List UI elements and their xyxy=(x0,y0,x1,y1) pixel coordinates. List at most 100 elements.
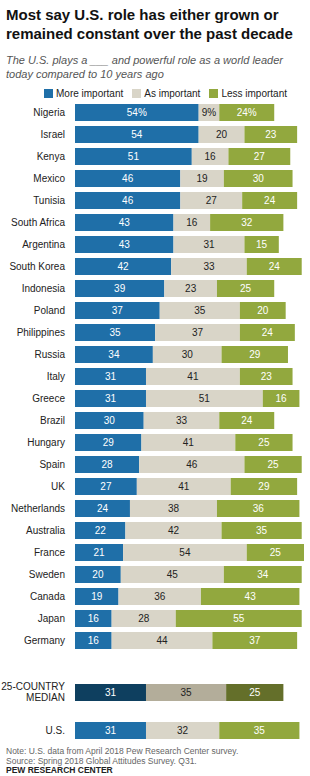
svg-text:29: 29 xyxy=(258,481,270,492)
svg-text:42: 42 xyxy=(118,261,130,272)
svg-text:23: 23 xyxy=(261,371,273,382)
svg-text:36: 36 xyxy=(253,503,265,514)
svg-text:Japan: Japan xyxy=(38,613,65,624)
svg-text:43: 43 xyxy=(119,217,131,228)
svg-text:Netherlands: Netherlands xyxy=(11,503,65,514)
svg-text:51: 51 xyxy=(128,151,140,162)
svg-text:19: 19 xyxy=(91,591,103,602)
svg-text:32: 32 xyxy=(241,217,253,228)
svg-text:39: 39 xyxy=(114,283,126,294)
svg-text:34: 34 xyxy=(257,569,269,580)
svg-text:37: 37 xyxy=(112,305,124,316)
svg-text:35: 35 xyxy=(256,525,268,536)
svg-text:33: 33 xyxy=(203,261,215,272)
svg-text:54%: 54% xyxy=(127,107,147,118)
svg-text:46: 46 xyxy=(122,195,134,206)
svg-text:31: 31 xyxy=(105,393,117,404)
svg-text:55: 55 xyxy=(233,613,245,624)
svg-text:25-COUNTRYMEDIAN: 25-COUNTRYMEDIAN xyxy=(8,681,65,703)
svg-text:27: 27 xyxy=(254,151,266,162)
svg-text:Germany: Germany xyxy=(24,635,65,646)
svg-text:46: 46 xyxy=(122,173,134,184)
svg-text:20: 20 xyxy=(216,129,228,140)
svg-text:Argentina: Argentina xyxy=(22,239,65,250)
svg-text:Kenya: Kenya xyxy=(37,151,66,162)
svg-text:16: 16 xyxy=(186,217,198,228)
svg-text:25: 25 xyxy=(240,283,252,294)
svg-text:31: 31 xyxy=(105,725,117,736)
svg-text:25: 25 xyxy=(268,459,280,470)
svg-text:24: 24 xyxy=(269,261,281,272)
svg-text:35: 35 xyxy=(194,305,206,316)
svg-text:Nigeria: Nigeria xyxy=(33,107,65,118)
svg-text:33: 33 xyxy=(176,415,188,426)
svg-text:43: 43 xyxy=(245,591,257,602)
svg-text:Mexico: Mexico xyxy=(33,173,65,184)
svg-text:31: 31 xyxy=(203,239,215,250)
svg-text:23: 23 xyxy=(265,129,277,140)
svg-text:44: 44 xyxy=(156,635,168,646)
svg-text:30: 30 xyxy=(182,349,194,360)
svg-text:Italy: Italy xyxy=(47,371,65,382)
svg-text:24%: 24% xyxy=(237,107,257,118)
svg-text:19: 19 xyxy=(197,173,209,184)
svg-text:21: 21 xyxy=(93,547,105,558)
svg-text:27: 27 xyxy=(206,195,218,206)
svg-text:54: 54 xyxy=(131,129,143,140)
svg-text:Hungary: Hungary xyxy=(27,437,65,448)
svg-text:23: 23 xyxy=(185,283,197,294)
svg-text:35: 35 xyxy=(254,725,266,736)
svg-text:France: France xyxy=(34,547,66,558)
svg-text:35: 35 xyxy=(110,327,122,338)
svg-text:42: 42 xyxy=(168,525,180,536)
svg-text:30: 30 xyxy=(104,415,116,426)
svg-text:43: 43 xyxy=(119,239,131,250)
svg-text:Greece: Greece xyxy=(32,393,65,404)
svg-text:35: 35 xyxy=(181,687,193,698)
svg-text:34: 34 xyxy=(108,349,120,360)
svg-text:38: 38 xyxy=(168,503,180,514)
svg-text:20: 20 xyxy=(92,569,104,580)
svg-text:Poland: Poland xyxy=(34,305,65,316)
svg-text:Spain: Spain xyxy=(39,459,65,470)
svg-text:32: 32 xyxy=(177,725,189,736)
svg-text:51: 51 xyxy=(199,393,211,404)
svg-text:16: 16 xyxy=(276,393,288,404)
svg-text:37: 37 xyxy=(192,327,204,338)
svg-text:Philippines: Philippines xyxy=(17,327,65,338)
svg-text:25: 25 xyxy=(270,547,282,558)
svg-text:37: 37 xyxy=(249,635,261,646)
svg-text:41: 41 xyxy=(183,437,195,448)
svg-text:25: 25 xyxy=(249,687,261,698)
svg-text:Israel: Israel xyxy=(41,129,65,140)
svg-text:22: 22 xyxy=(95,525,107,536)
svg-text:16: 16 xyxy=(88,613,100,624)
svg-text:16: 16 xyxy=(205,151,217,162)
svg-text:South Africa: South Africa xyxy=(11,217,65,228)
svg-text:30: 30 xyxy=(253,173,265,184)
svg-text:9%: 9% xyxy=(202,107,217,118)
svg-text:20: 20 xyxy=(257,305,269,316)
svg-text:Brazil: Brazil xyxy=(40,415,65,426)
svg-text:27: 27 xyxy=(100,481,112,492)
svg-text:54: 54 xyxy=(179,547,191,558)
svg-text:15: 15 xyxy=(256,239,268,250)
svg-text:Indonesia: Indonesia xyxy=(22,283,66,294)
svg-text:29: 29 xyxy=(249,349,261,360)
svg-text:UK: UK xyxy=(51,481,65,492)
svg-text:41: 41 xyxy=(187,371,199,382)
svg-text:24: 24 xyxy=(264,195,276,206)
svg-text:Tunisia: Tunisia xyxy=(33,195,65,206)
svg-text:28: 28 xyxy=(101,459,113,470)
svg-text:Canada: Canada xyxy=(30,591,65,602)
svg-text:24: 24 xyxy=(241,415,253,426)
svg-text:Sweden: Sweden xyxy=(29,569,65,580)
svg-text:29: 29 xyxy=(103,437,115,448)
svg-text:Australia: Australia xyxy=(26,525,65,536)
svg-text:46: 46 xyxy=(186,459,198,470)
svg-text:16: 16 xyxy=(88,635,100,646)
svg-text:45: 45 xyxy=(167,569,179,580)
svg-text:Russia: Russia xyxy=(34,349,65,360)
svg-text:U.S.: U.S. xyxy=(46,725,65,736)
svg-text:28: 28 xyxy=(138,613,150,624)
